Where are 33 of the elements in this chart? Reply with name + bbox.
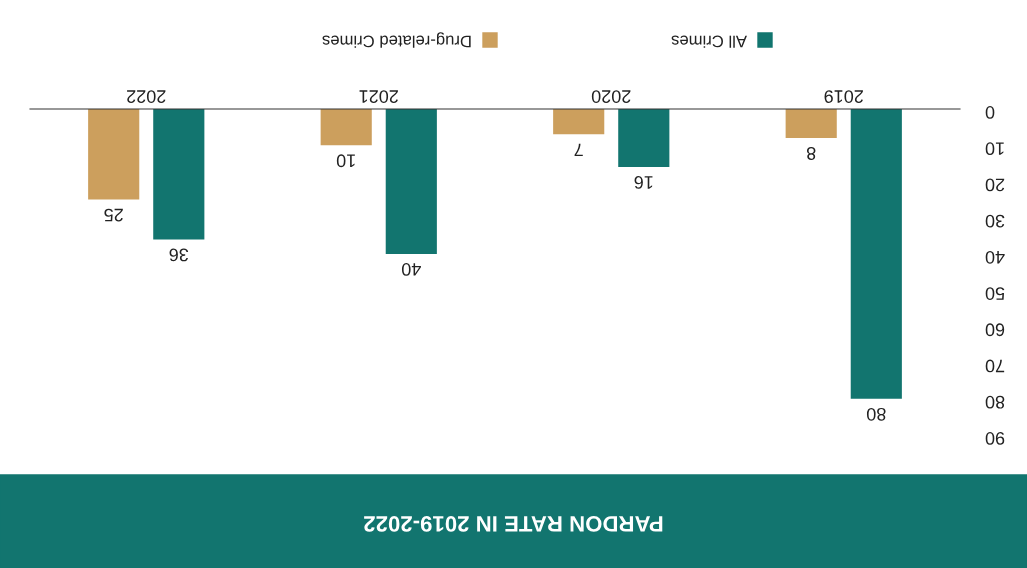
y-tick-label: 20 (985, 178, 1005, 192)
y-tick-label: 10 (985, 142, 1004, 156)
y-tick-label: 0 (985, 106, 995, 119)
bar (850, 109, 902, 399)
y-tick-label: 60 (985, 323, 1005, 337)
x-tick-label: 2020 (591, 90, 631, 103)
bar (618, 109, 670, 167)
y-tick-label: 70 (985, 359, 1005, 373)
data-label: 40 (401, 263, 421, 276)
data-label: 10 (336, 154, 355, 168)
x-tick-label: 2021 (359, 90, 398, 103)
data-label: 36 (169, 248, 189, 262)
x-tick-label: 2022 (127, 90, 166, 103)
data-label: 16 (634, 176, 653, 189)
legend-label: All Crimes (671, 35, 747, 48)
y-tick-label: 30 (985, 214, 1005, 228)
bar (320, 109, 372, 146)
data-label: 7 (574, 143, 583, 157)
y-tick-label: 90 (985, 432, 1005, 445)
x-tick-label: 2019 (824, 90, 863, 103)
bar (153, 109, 205, 240)
data-label: 80 (866, 407, 886, 421)
bar (553, 109, 605, 135)
y-tick-label: 40 (985, 250, 1005, 264)
data-label: 8 (806, 147, 816, 160)
bar (88, 109, 140, 200)
legend-label: Drug-related Crimes (322, 32, 471, 48)
text: PARDON RATE IN 2019-2022 (364, 516, 663, 532)
bar (785, 109, 837, 138)
data-label: 25 (104, 208, 123, 222)
y-tick-label: 80 (985, 395, 1005, 409)
y-tick-label: 50 (985, 287, 1005, 300)
bar (385, 109, 437, 254)
